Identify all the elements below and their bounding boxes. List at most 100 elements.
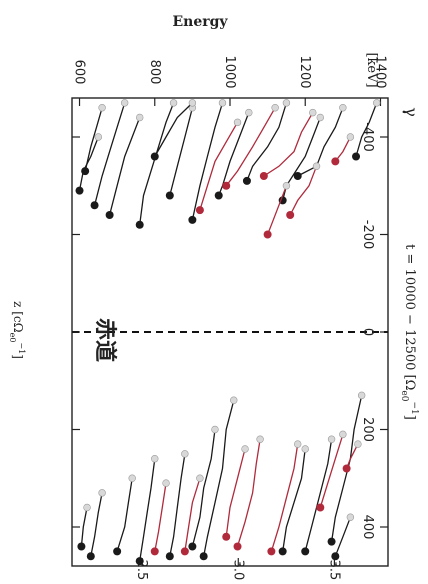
series-end-marker-3 (242, 176, 251, 185)
chart-title-main: t = 10000 − 12500 [Ω (402, 244, 417, 390)
energy-tick-label-2: 1000 (222, 55, 237, 88)
series-start-marker-11 (94, 133, 103, 141)
series-start-marker-1 (339, 104, 347, 112)
series-line-21 (282, 448, 306, 552)
energy-tick-label-4: 600 (72, 60, 87, 85)
series-end-marker-8 (105, 211, 114, 219)
series-end-marker-9 (90, 201, 99, 210)
series-end-marker-31 (267, 547, 276, 556)
series-line-14 (225, 107, 276, 187)
series-start-marker-23 (211, 425, 219, 434)
series-start-marker-4 (245, 108, 253, 117)
series-end-marker-24 (165, 552, 174, 561)
series-line-3 (246, 102, 288, 182)
series-start-marker-15 (233, 118, 242, 127)
z-tick-label-0: -400 (360, 122, 375, 152)
series-start-marker-33 (241, 445, 249, 453)
series-line-5 (191, 102, 224, 221)
series-line-8 (108, 117, 141, 216)
series-end-marker-6 (165, 191, 174, 200)
series-line-9 (93, 102, 126, 206)
gamma-tick-label-2: 2.5 (134, 560, 149, 581)
series-line-24 (169, 453, 186, 557)
series-line-0 (355, 102, 378, 157)
energy-axis-label: Energy (172, 14, 228, 30)
series-end-marker-33 (222, 532, 231, 541)
series-line-18 (334, 136, 351, 162)
series-start-marker-9 (120, 99, 129, 107)
series-start-marker-13 (309, 108, 317, 117)
series-start-marker-35 (162, 479, 170, 487)
series-start-marker-31 (294, 440, 302, 448)
series-start-marker-25 (151, 455, 159, 463)
series-start-marker-16 (312, 162, 321, 170)
chart-title-sup: −1 (409, 401, 419, 414)
series-start-marker-12 (188, 99, 197, 107)
series-line-27 (90, 492, 103, 557)
gamma-axis-label: γ (402, 107, 421, 117)
series-line-35 (154, 483, 167, 552)
series-start-marker-2 (316, 113, 324, 122)
series-end-marker-21 (278, 547, 287, 556)
series-end-marker-34 (180, 547, 189, 556)
series-end-marker-18 (331, 157, 340, 166)
series-end-marker-12 (150, 152, 159, 161)
z-axis-label-main: z [cΩ (11, 301, 25, 333)
series-start-marker-8 (136, 113, 144, 122)
series-end-marker-26 (113, 547, 122, 556)
series-end-marker-19 (327, 537, 336, 546)
series-end-marker-32 (233, 542, 242, 551)
series-start-marker-29 (346, 513, 355, 521)
series-start-marker-21 (301, 445, 309, 453)
series-line-7 (139, 102, 175, 225)
series-end-marker-16 (286, 211, 295, 219)
series-start-marker-5 (218, 99, 227, 107)
series-line-10 (84, 107, 103, 172)
energy-tick-label-1: 1200 (297, 55, 312, 88)
series-start-marker-34 (196, 474, 204, 482)
series-line-15 (199, 122, 239, 211)
energy-tick-label-3: 800 (147, 60, 162, 85)
gamma-tick-label-0: 3.5 (326, 560, 341, 581)
series-line-22 (203, 400, 235, 557)
series-start-marker-18 (346, 133, 355, 141)
series-start-marker-0 (373, 99, 381, 107)
series-end-marker-27 (86, 552, 95, 561)
series-start-marker-14 (271, 104, 279, 112)
series-end-marker-20 (301, 547, 310, 556)
series-start-marker-20 (327, 435, 336, 443)
series-line-31 (270, 444, 299, 552)
series-start-marker-26 (128, 474, 136, 482)
series-line-13 (263, 112, 314, 177)
z-axis-label-end: ] (11, 354, 25, 359)
z-axis-label-sub: e0 (8, 333, 17, 343)
series-end-marker-36 (342, 464, 351, 473)
series-end-marker-7 (135, 220, 144, 229)
series-end-marker-22 (199, 552, 208, 561)
series-line-4 (218, 112, 250, 196)
series-end-marker-30 (316, 503, 325, 512)
series-start-marker-24 (181, 450, 189, 458)
series-line-12 (154, 102, 193, 157)
axis-ticks: -400 -200 0 200 400 1400 1200 1000 800 600 3.5 3.0 2… (72, 55, 388, 580)
chart-title: t = 10000 − 12500 [Ωe0−1] (399, 244, 419, 420)
series-line-19 (330, 395, 363, 542)
series-line-16 (289, 166, 318, 216)
series-line-34 (184, 478, 201, 552)
series-line-29 (334, 517, 352, 557)
series-line-26 (116, 478, 133, 552)
z-axis-label-sup: −1 (17, 342, 26, 354)
series-group (75, 99, 381, 566)
z-tick-label-2: 0 (360, 328, 375, 336)
series-end-marker-15 (195, 206, 204, 215)
series-end-marker-17 (263, 230, 272, 239)
series-end-marker-1 (293, 172, 302, 180)
series-end-marker-4 (214, 191, 223, 200)
series-start-marker-30 (339, 430, 347, 439)
equator-label: 赤道 (92, 318, 118, 362)
series-end-marker-28 (77, 542, 86, 551)
series-end-marker-5 (188, 215, 197, 224)
series-line-23 (191, 429, 216, 547)
z-tick-label-3: 200 (360, 417, 375, 442)
